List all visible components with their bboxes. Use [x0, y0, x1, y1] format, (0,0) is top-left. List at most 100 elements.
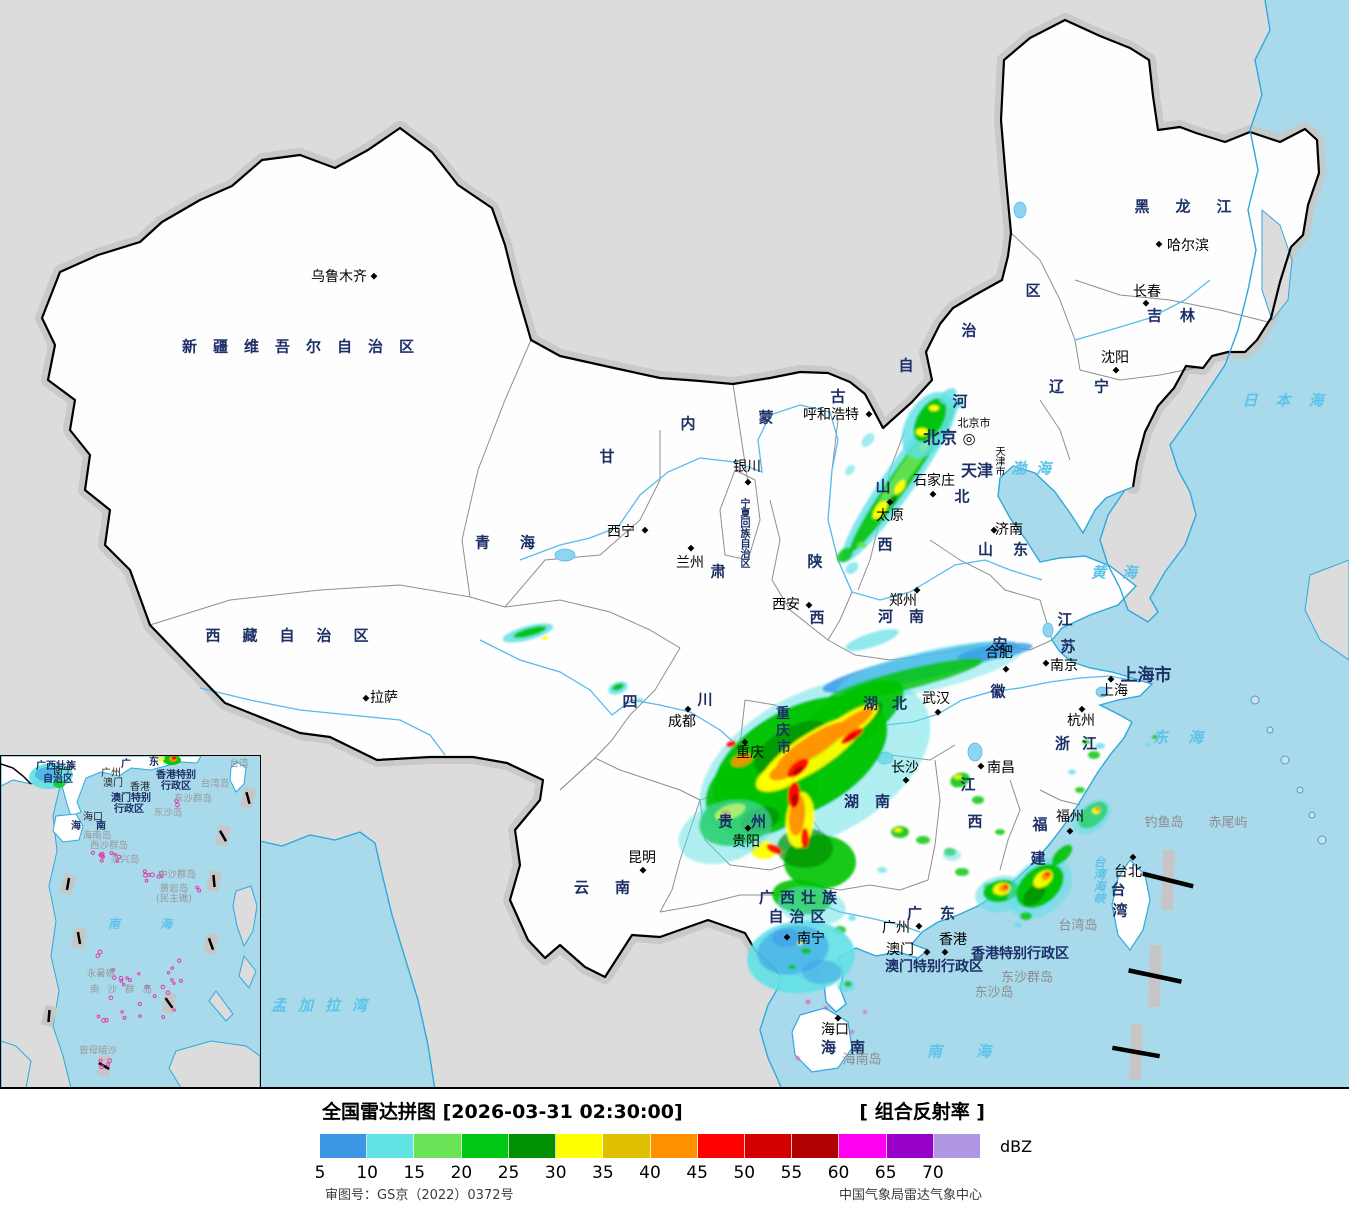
legend-panel: 全国雷达拼图 [2026-03-31 02:30:00] [ 组合反射率 ] 5… [0, 1089, 1349, 1208]
reef-dot [142, 869, 147, 874]
radar-echo [772, 929, 800, 947]
radar-echo [1003, 885, 1009, 889]
colorbar-segment [508, 1134, 557, 1158]
radar-echo [916, 428, 928, 436]
reef-dot [122, 1015, 127, 1020]
colorbar-tick: 55 [780, 1163, 803, 1183]
reef-dot [172, 981, 176, 985]
legend-title: 全国雷达拼图 [2026-03-31 02:30:00] [322, 1101, 683, 1123]
radar-echo [939, 388, 957, 404]
radar-echo [731, 753, 753, 767]
radar-echo [916, 836, 930, 844]
reef-dot [109, 851, 114, 856]
nine-dash [212, 874, 216, 888]
radar-echo [995, 829, 1005, 835]
reef-dot [170, 978, 174, 982]
radar-echo [929, 405, 939, 411]
reef-dot [98, 1058, 103, 1063]
colorbar-tick: 45 [686, 1163, 708, 1183]
reef-dot [170, 966, 175, 970]
colorbar-tick: 25 [497, 1163, 520, 1183]
nine-dash [218, 830, 228, 842]
credit-label: 中国气象局雷达气象中心 [838, 1188, 982, 1203]
inset-taiwan [229, 761, 247, 793]
colorbar-segment [461, 1134, 509, 1158]
colorbar-segment [744, 1134, 793, 1158]
reef-dot [118, 976, 124, 981]
radar-echo [837, 547, 853, 563]
radar-echo [612, 683, 624, 691]
colorbar-segment [367, 1134, 415, 1158]
inset-philippines [208, 885, 258, 1022]
radar-echo [857, 542, 867, 548]
nine-dash [65, 877, 71, 891]
radar-echo [891, 826, 909, 838]
reef-dot [146, 872, 151, 877]
nine-dash [76, 931, 82, 945]
radar-echo [802, 960, 842, 984]
radar-echo [845, 562, 859, 574]
colorbar-tick: 40 [639, 1163, 661, 1183]
reef-dot [127, 978, 132, 983]
radar-echo [850, 1030, 854, 1034]
radar-echo [797, 941, 803, 945]
reef-dot [145, 985, 150, 990]
reef-dot [125, 976, 129, 980]
taiwan-island [1111, 859, 1151, 952]
reef-dot [97, 949, 103, 955]
inset-malay [1, 1040, 32, 1088]
radar-echo [972, 796, 984, 804]
colorbar-tick: 30 [544, 1163, 567, 1183]
reef-dot [115, 859, 120, 863]
colorbar-segment [650, 1134, 698, 1158]
reef-dot [99, 1064, 105, 1070]
radar-echo [894, 828, 902, 832]
radar-echo [1145, 743, 1151, 747]
reef-dot [195, 885, 200, 890]
reef-dot [144, 878, 149, 883]
radar-echo [829, 708, 873, 740]
colorbar-segment [933, 1134, 981, 1158]
reef-dot [119, 979, 124, 983]
colorbar-tick: 15 [403, 1163, 426, 1183]
reef-dot [90, 850, 95, 856]
radar-echo [863, 1010, 867, 1014]
reef-dot [108, 995, 114, 1001]
reef-dot [166, 971, 171, 975]
radar-echo [954, 775, 962, 779]
radar-echo [636, 698, 644, 702]
radar-echo [824, 1006, 828, 1010]
radar-echo [845, 733, 857, 741]
unit-label: dBZ [1000, 1137, 1033, 1156]
radar-echo [678, 799, 772, 865]
map-frame-line [0, 1087, 1349, 1089]
foreign-islands [1250, 208, 1349, 845]
inset-reef-dots [90, 798, 202, 1070]
radar-echo [1095, 807, 1101, 811]
reef-dot [99, 858, 104, 863]
radar-echo [844, 981, 852, 987]
radar-echo [726, 740, 736, 748]
radar-echo [157, 757, 165, 761]
radar-echo [806, 1000, 810, 1004]
reef-dot [101, 1017, 107, 1023]
radar-echo [778, 886, 846, 926]
radar-echo [1051, 844, 1073, 866]
radar-echo [801, 828, 809, 848]
reef-dot [107, 1058, 113, 1064]
colorbar-segment [603, 1134, 651, 1158]
colorbar-segment [556, 1134, 604, 1158]
reef-dot [159, 871, 164, 876]
reef-dot [105, 1062, 111, 1067]
radar-echo [53, 780, 65, 788]
colorbar-segment [320, 1134, 368, 1158]
radar-echo [848, 915, 856, 921]
radar-echo [792, 794, 798, 806]
reef-dot [178, 978, 183, 983]
colorbar-tick: 10 [356, 1163, 378, 1183]
inset-borneo [168, 1040, 260, 1088]
radar-echo [766, 844, 782, 854]
reef-dot [95, 953, 101, 959]
radar-echo [845, 629, 899, 651]
radar-echo [796, 1056, 800, 1060]
